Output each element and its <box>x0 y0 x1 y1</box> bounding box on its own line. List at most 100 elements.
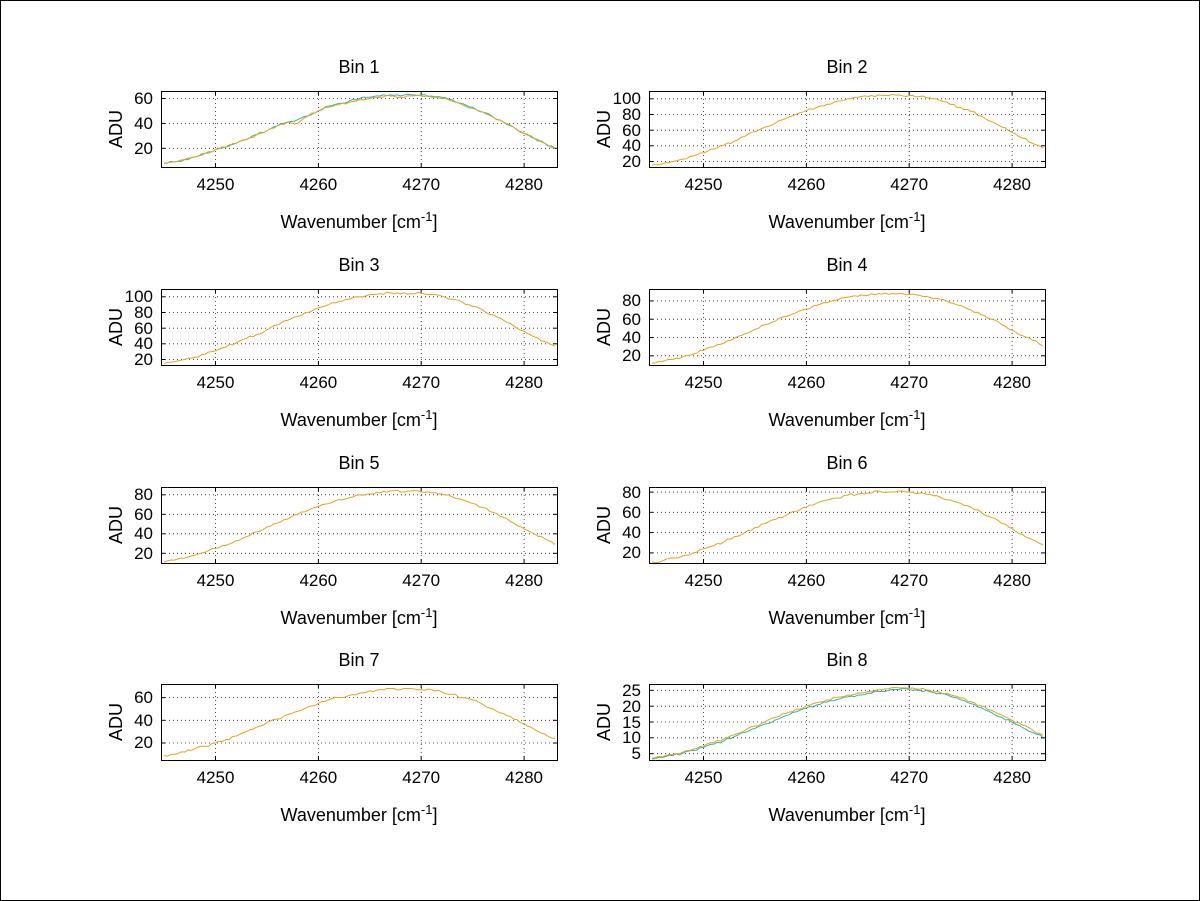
axes-box <box>161 684 558 761</box>
subplot-title: Bin 7 <box>338 650 380 670</box>
x-tick-label: 4270 <box>890 768 929 787</box>
x-tick-label: 4280 <box>505 373 543 392</box>
y-tick-label: 60 <box>134 688 153 708</box>
x-tick-label: 4280 <box>993 175 1031 194</box>
axes-box <box>649 91 1046 168</box>
x-tick-label: 4270 <box>890 175 929 194</box>
plot-area <box>649 91 1046 168</box>
y-tick-label: 40 <box>134 113 153 133</box>
y-tick-label: 20 <box>622 696 641 716</box>
axes-box <box>161 289 558 366</box>
y-tick-label: 20 <box>622 543 641 563</box>
y-tick-label: 40 <box>134 710 153 730</box>
subplot-title: Bin 6 <box>826 453 868 473</box>
series-line-series-orange <box>164 94 556 164</box>
x-axis-label: Wavenumber [cm-1] <box>768 802 926 825</box>
y-tick-label: 60 <box>134 504 153 524</box>
x-tick-label: 4260 <box>787 571 826 590</box>
subplot-title: Bin 8 <box>826 650 868 670</box>
x-axis-label: Wavenumber [cm-1] <box>768 605 926 628</box>
x-tick-label: 4280 <box>993 373 1031 392</box>
plot-area <box>161 487 558 564</box>
x-axis-label: Wavenumber [cm-1] <box>280 407 438 430</box>
x-axis-label: Wavenumber [cm-1] <box>280 209 438 232</box>
subplot-title: Bin 3 <box>338 255 380 275</box>
y-tick-label: 40 <box>622 523 641 543</box>
y-tick-label: 40 <box>134 334 153 354</box>
series-line-series-orange <box>163 687 556 757</box>
series-line-series-teal <box>164 93 556 164</box>
series-line-series-orange <box>163 490 556 563</box>
x-tick-label: 4250 <box>684 175 723 194</box>
y-tick-label: 80 <box>622 482 641 502</box>
x-tick-label: 4260 <box>787 175 826 194</box>
plot-area <box>649 684 1046 761</box>
x-axis-label: Wavenumber [cm-1] <box>280 802 438 825</box>
subplot-title: Bin 2 <box>826 57 868 77</box>
x-tick-label: 4260 <box>299 373 338 392</box>
series-line-series-teal <box>652 688 1044 760</box>
y-tick-label: 100 <box>124 287 153 307</box>
axes-box <box>161 487 558 564</box>
y-tick-label: 60 <box>622 120 641 140</box>
plot-area <box>161 684 558 761</box>
plot-area <box>649 289 1046 366</box>
x-tick-label: 4280 <box>505 571 543 590</box>
subplot-title: Bin 5 <box>338 453 380 473</box>
x-tick-label: 4270 <box>402 571 441 590</box>
y-tick-label: 20 <box>134 543 153 563</box>
plot-area <box>649 487 1046 564</box>
x-axis-label: Wavenumber [cm-1] <box>768 209 926 232</box>
x-tick-label: 4270 <box>890 373 929 392</box>
x-tick-label: 4260 <box>299 768 338 787</box>
y-tick-label: 40 <box>134 524 153 544</box>
y-tick-label: 60 <box>134 318 153 338</box>
series-line-series-orange <box>651 93 1044 166</box>
y-tick-label: 80 <box>134 485 153 505</box>
y-tick-label: 15 <box>622 712 641 732</box>
plot-area <box>161 91 558 168</box>
x-tick-label: 4260 <box>787 373 826 392</box>
y-tick-label: 20 <box>134 138 153 158</box>
x-tick-label: 4250 <box>196 768 235 787</box>
axes-box <box>649 684 1046 761</box>
x-tick-label: 4250 <box>196 571 235 590</box>
x-tick-label: 4280 <box>505 175 543 194</box>
x-tick-label: 4250 <box>196 175 235 194</box>
x-tick-label: 4280 <box>505 768 543 787</box>
series-line-series-orange <box>651 490 1044 564</box>
x-tick-label: 4250 <box>684 571 723 590</box>
subplot-title: Bin 1 <box>338 57 380 77</box>
y-tick-label: 20 <box>134 733 153 753</box>
axes-box <box>649 487 1046 564</box>
y-tick-label: 20 <box>134 350 153 369</box>
x-tick-label: 4260 <box>299 571 338 590</box>
x-tick-label: 4280 <box>993 571 1031 590</box>
y-tick-label: 25 <box>622 680 641 700</box>
series-line-series-orange <box>163 291 556 364</box>
y-tick-label: 10 <box>622 728 641 748</box>
x-tick-label: 4250 <box>684 373 723 392</box>
x-tick-label: 4260 <box>299 175 338 194</box>
y-tick-label: 40 <box>622 136 641 156</box>
y-tick-label: 80 <box>134 303 153 322</box>
y-tick-label: 80 <box>622 291 641 311</box>
y-tick-label: 20 <box>622 152 641 171</box>
x-axis-label: Wavenumber [cm-1] <box>768 407 926 430</box>
axes-box <box>649 289 1046 366</box>
series-line-series-orange <box>652 292 1044 364</box>
y-tick-label: 100 <box>612 89 641 109</box>
x-tick-label: 4270 <box>890 571 929 590</box>
series-line-series-orange <box>651 686 1044 759</box>
subplot-title: Bin 4 <box>826 255 868 275</box>
plot-area <box>161 289 558 366</box>
y-tick-label: 5 <box>631 744 641 764</box>
x-tick-label: 4250 <box>196 373 235 392</box>
y-tick-label: 40 <box>622 328 641 348</box>
x-axis-label: Wavenumber [cm-1] <box>280 605 438 628</box>
y-tick-label: 80 <box>622 105 641 124</box>
x-tick-label: 4270 <box>402 768 441 787</box>
x-tick-label: 4260 <box>787 768 826 787</box>
x-tick-label: 4280 <box>993 768 1031 787</box>
